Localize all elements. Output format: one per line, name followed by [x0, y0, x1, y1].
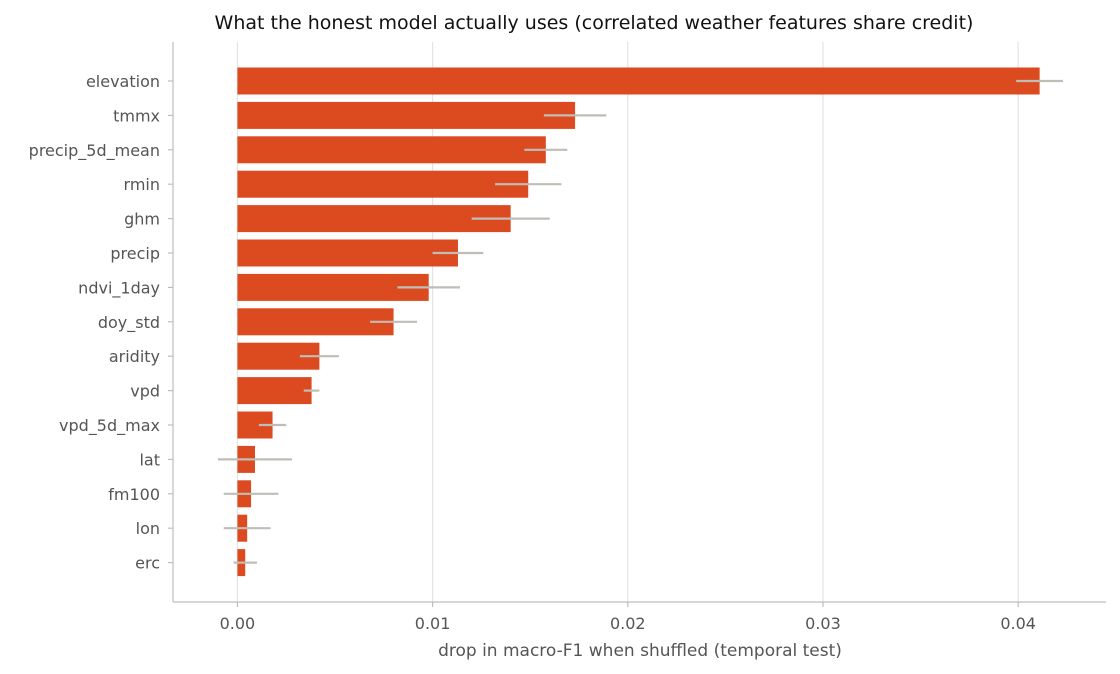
x-tick-label: 0.02: [610, 614, 646, 633]
y-tick-label: ghm: [124, 210, 160, 229]
bar-tmmx: [237, 101, 576, 129]
x-axis-label: drop in macro-F1 when shuffled (temporal…: [438, 641, 842, 661]
bar-vpd: [237, 377, 312, 405]
gridlines: [236, 42, 1019, 602]
bar-elevation: [237, 67, 1040, 95]
y-tick-label: lat: [139, 450, 160, 469]
x-tick-label: 0.04: [1000, 614, 1036, 633]
y-tick-label: vpd: [130, 382, 160, 401]
x-tick-label: 0.00: [220, 614, 256, 633]
y-tick-label: ndvi_1day: [78, 278, 160, 298]
y-tick-label: tmmx: [113, 106, 160, 125]
y-tick-label: erc: [135, 554, 160, 573]
y-tick-label: precip_5d_mean: [29, 141, 160, 161]
bar-rmin: [237, 170, 529, 198]
y-tick-label: vpd_5d_max: [59, 416, 160, 436]
x-tick-label: 0.03: [805, 614, 841, 633]
y-tick-label: doy_std: [98, 313, 160, 333]
y-tick-label: rmin: [124, 175, 160, 194]
bars: [237, 67, 1040, 577]
bar-ghm: [237, 205, 511, 233]
bar-precip_5d_mean: [237, 136, 546, 164]
y-tick-label: fm100: [108, 485, 160, 504]
y-tick-label: aridity: [109, 347, 160, 366]
x-tick-label: 0.01: [415, 614, 451, 633]
bar-doy_std: [237, 308, 394, 336]
bar-precip: [237, 239, 458, 267]
chart-title: What the honest model actually uses (cor…: [215, 12, 974, 34]
y-tick-label: lon: [136, 519, 160, 538]
bar-ndvi_1day: [237, 273, 429, 301]
y-tick-label: precip: [110, 244, 160, 263]
error-bars: [217, 79, 1064, 564]
y-tick-label: elevation: [86, 72, 160, 91]
x-ticks: 0.00 0.01 0.02 0.03 0.04: [220, 602, 1036, 633]
